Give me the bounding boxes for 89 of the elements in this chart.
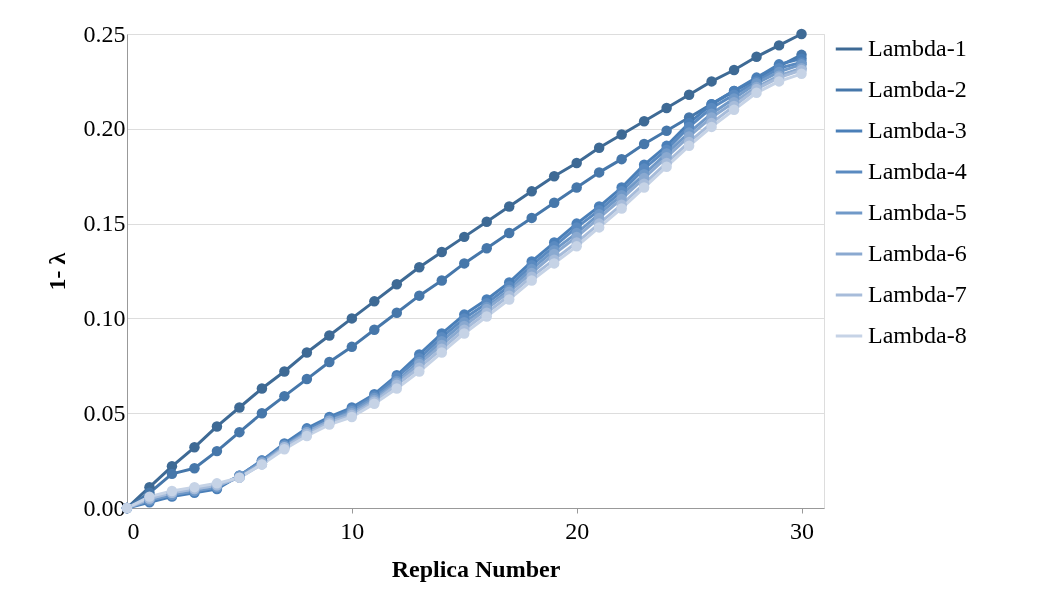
point bbox=[346, 341, 358, 353]
point bbox=[773, 76, 785, 87]
point bbox=[728, 104, 740, 116]
y-tick-label: 0.10 bbox=[83, 304, 126, 331]
point bbox=[706, 121, 717, 133]
point bbox=[481, 311, 492, 322]
point bbox=[369, 296, 380, 307]
point bbox=[459, 328, 470, 339]
point bbox=[661, 125, 672, 136]
point bbox=[548, 197, 560, 208]
point bbox=[189, 442, 200, 453]
x-tick-label: 30 bbox=[790, 517, 815, 544]
point bbox=[436, 347, 448, 358]
point bbox=[616, 129, 627, 140]
point bbox=[211, 445, 223, 457]
point bbox=[796, 28, 807, 40]
point bbox=[751, 87, 762, 99]
legend-label: Lambda-7 bbox=[868, 281, 967, 307]
point bbox=[548, 258, 560, 269]
point bbox=[279, 390, 290, 402]
point bbox=[751, 51, 762, 62]
point bbox=[301, 373, 313, 385]
point bbox=[324, 330, 335, 341]
point bbox=[526, 212, 537, 224]
point bbox=[683, 140, 695, 152]
point bbox=[414, 366, 425, 377]
y-tick-label: 0.20 bbox=[83, 115, 126, 142]
point bbox=[166, 468, 178, 480]
point bbox=[324, 356, 335, 368]
point bbox=[436, 275, 448, 286]
point bbox=[189, 462, 200, 474]
point bbox=[459, 258, 470, 269]
x-axis-title: Replica Number bbox=[391, 555, 561, 582]
legend-label: Lambda-8 bbox=[868, 322, 967, 348]
point bbox=[616, 203, 627, 214]
y-tick-label: 0.25 bbox=[83, 20, 126, 47]
point bbox=[616, 153, 627, 165]
point bbox=[548, 170, 560, 182]
x-tick-label: 0 bbox=[127, 517, 140, 544]
point bbox=[256, 407, 268, 419]
point bbox=[638, 138, 650, 150]
legend-label: Lambda-6 bbox=[868, 240, 967, 266]
point bbox=[414, 290, 425, 301]
x-tick-label: 10 bbox=[340, 517, 365, 544]
x-tick-label: 20 bbox=[565, 517, 590, 544]
y-tick-label: 0.15 bbox=[83, 210, 126, 237]
point bbox=[571, 241, 582, 252]
point bbox=[593, 142, 605, 153]
point bbox=[526, 275, 537, 286]
point bbox=[593, 167, 605, 178]
point bbox=[369, 324, 380, 336]
point bbox=[526, 186, 537, 197]
legend-label: Lambda-5 bbox=[868, 199, 967, 225]
y-axis-title: 1- λ bbox=[43, 252, 70, 291]
point bbox=[706, 76, 717, 87]
y-tick-label: 0.05 bbox=[83, 399, 126, 426]
point bbox=[481, 243, 492, 254]
point bbox=[503, 227, 515, 239]
point bbox=[459, 231, 470, 243]
point bbox=[796, 68, 807, 80]
point bbox=[481, 216, 492, 227]
point bbox=[638, 115, 650, 127]
point bbox=[391, 383, 403, 394]
point bbox=[256, 383, 268, 394]
point bbox=[436, 246, 448, 258]
legend-label: Lambda-2 bbox=[868, 76, 967, 102]
legend-label: Lambda-1 bbox=[868, 35, 967, 61]
point bbox=[279, 366, 290, 377]
point bbox=[773, 40, 785, 51]
point bbox=[234, 402, 245, 413]
point bbox=[414, 261, 425, 273]
point bbox=[211, 421, 223, 432]
point bbox=[391, 307, 403, 318]
point bbox=[503, 201, 515, 212]
legend-label: Lambda-4 bbox=[868, 158, 967, 184]
point bbox=[234, 426, 245, 438]
point bbox=[391, 279, 403, 290]
point bbox=[571, 182, 582, 193]
point bbox=[346, 313, 358, 324]
point bbox=[593, 222, 605, 233]
point bbox=[571, 157, 582, 169]
point bbox=[301, 347, 313, 358]
point bbox=[661, 102, 672, 114]
point bbox=[503, 294, 515, 305]
point bbox=[728, 64, 740, 76]
point bbox=[661, 161, 672, 172]
point bbox=[683, 89, 695, 100]
point bbox=[638, 182, 650, 193]
legend-label: Lambda-3 bbox=[868, 117, 967, 143]
